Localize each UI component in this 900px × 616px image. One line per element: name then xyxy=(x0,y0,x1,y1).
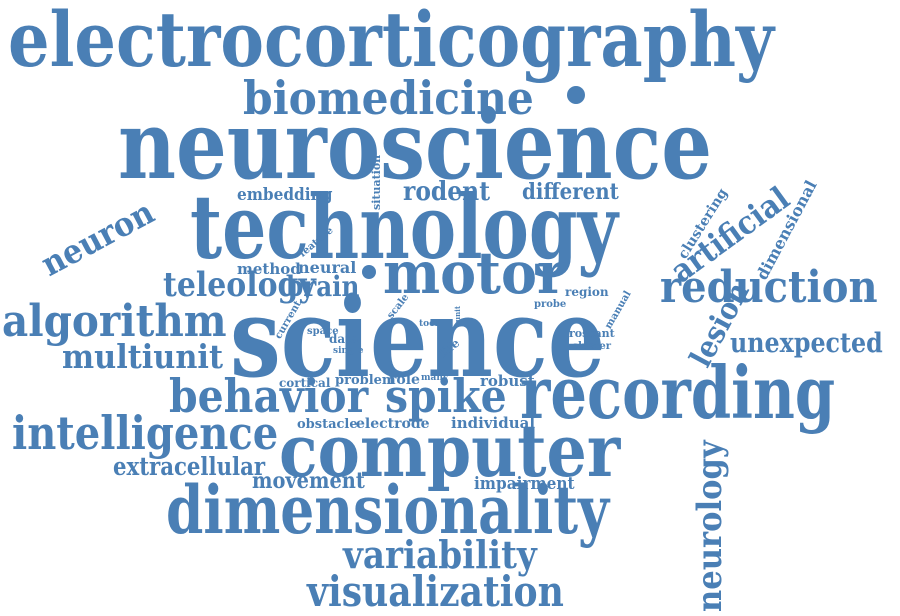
word-neurology: neurology xyxy=(690,440,730,612)
word-dimensionality: dimensionality xyxy=(166,471,610,549)
word-cluster: cluster xyxy=(572,341,612,352)
word-visualization: visualization xyxy=(307,567,564,616)
word-extracellular: extracellular xyxy=(113,452,266,481)
word-behavior: behavior xyxy=(169,369,369,423)
word-science: science xyxy=(230,273,606,402)
word-role: role xyxy=(389,372,420,388)
word-computer: computer xyxy=(279,408,621,493)
word-electrocorticography: electrocorticography xyxy=(8,0,774,84)
word-neuron: teleology xyxy=(163,265,316,305)
word-data: data xyxy=(329,332,359,346)
word-unit: unit xyxy=(453,305,462,322)
word-biomedicine: biomedicine xyxy=(243,71,534,125)
word-robust: robust xyxy=(480,372,535,390)
word-embedding: embedding xyxy=(237,185,333,205)
word-algorithm: algorithm xyxy=(2,296,227,347)
word-probe: probe xyxy=(534,299,567,310)
word-brain: brain xyxy=(286,270,360,303)
word-reduction: reduction xyxy=(660,262,878,313)
word-problem: problem xyxy=(335,373,396,388)
word-individual: individual xyxy=(451,414,536,432)
word-tool: tool xyxy=(419,319,439,329)
word-different: different xyxy=(522,179,619,205)
word-motor: motor xyxy=(383,239,566,307)
word-cortical: cortical xyxy=(279,376,331,390)
word-method: method xyxy=(237,260,301,278)
word-movement: movement xyxy=(252,468,365,494)
word-obstacle: obstacle xyxy=(297,417,358,432)
word-technology: technology xyxy=(190,175,618,279)
word-region: region xyxy=(565,285,609,299)
word-neuroscience: neuroscience xyxy=(118,90,713,201)
word-teleology: neuron xyxy=(34,192,161,284)
word-variability: variability xyxy=(343,532,537,577)
word-rodent: rodent xyxy=(403,177,491,207)
word-impairment: impairment xyxy=(474,474,575,494)
word-recording: recording xyxy=(520,350,836,435)
dot-2 xyxy=(362,265,376,279)
word-neural: neural xyxy=(298,258,357,277)
word-electrode: electrode xyxy=(356,416,430,432)
dot-1 xyxy=(567,86,585,104)
word-intelligence: intelligence xyxy=(12,406,279,460)
word-situation: situation xyxy=(370,154,383,210)
word-space: space xyxy=(307,326,339,337)
word-multiunit: multiunit xyxy=(62,337,223,376)
word-rossant: rossant xyxy=(569,327,615,340)
word-unexpected: unexpected xyxy=(730,328,883,359)
word-many: many xyxy=(421,373,449,383)
word-single: single xyxy=(333,346,364,356)
word-spike: spike xyxy=(385,369,507,423)
